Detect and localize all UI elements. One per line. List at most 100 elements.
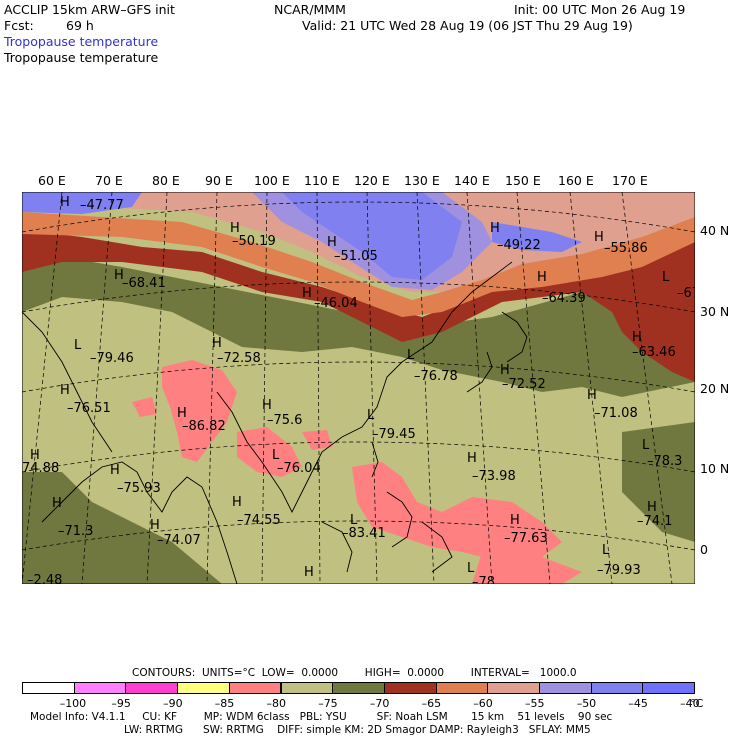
extremum-value: –73.98 bbox=[472, 469, 516, 484]
shade-minus80-patch bbox=[132, 397, 157, 417]
lon-label: 110 E bbox=[304, 173, 340, 188]
low-marker: L bbox=[272, 448, 280, 463]
model-info-line1: Model Info: V4.1.1 CU: KF MP: WDM 6class… bbox=[30, 711, 613, 723]
colorbar-label: –90 bbox=[163, 697, 183, 710]
high-marker: H bbox=[232, 495, 242, 510]
extremum-value: –55.86 bbox=[604, 241, 648, 256]
colorbar-swatch bbox=[435, 682, 489, 694]
extremum-value: –68.41 bbox=[122, 276, 166, 291]
high-marker: H bbox=[150, 518, 160, 533]
contours-info: CONTOURS: UNITS=°C LOW= 0.0000 HIGH= 0.0… bbox=[132, 667, 577, 679]
valid-time: Valid: 21 UTC Wed 28 Aug 19 (06 JST Thu … bbox=[302, 18, 633, 33]
model-title: ACCLIP 15km ARW–GFS init bbox=[4, 2, 175, 17]
forecast-value: 69 h bbox=[66, 18, 94, 33]
low-marker: L bbox=[662, 270, 670, 285]
high-marker: H bbox=[500, 363, 510, 378]
lon-label: 140 E bbox=[454, 173, 490, 188]
colorbar-swatch bbox=[539, 682, 592, 694]
high-marker: H bbox=[647, 500, 657, 515]
shade-minus80-patch bbox=[302, 430, 332, 450]
extremum-value: –75.93 bbox=[117, 481, 161, 496]
shade-minus70-patch bbox=[22, 472, 222, 584]
high-marker: H bbox=[60, 195, 70, 210]
forecast-label: Fcst: bbox=[4, 18, 34, 33]
colorbar-swatch bbox=[383, 682, 437, 694]
high-marker: H bbox=[467, 451, 477, 466]
extremum-value: –79.45 bbox=[372, 427, 416, 442]
shade-minus70-band bbox=[22, 250, 695, 397]
high-marker: H bbox=[632, 330, 642, 345]
lat-lon-grid bbox=[22, 192, 695, 584]
lon-label: 80 E bbox=[152, 173, 180, 188]
coastlines bbox=[22, 261, 528, 584]
extremum-value: –79.46 bbox=[90, 351, 134, 366]
shade-minus80-patch bbox=[237, 427, 302, 477]
colorbar-swatch bbox=[487, 682, 540, 694]
extremum-value: –83.41 bbox=[342, 526, 386, 541]
low-marker: L bbox=[74, 338, 82, 353]
colorbar-label: –45 bbox=[628, 697, 648, 710]
extremum-value: –76.51 bbox=[67, 401, 111, 416]
high-marker: H bbox=[30, 448, 40, 463]
high-marker: H bbox=[177, 406, 187, 421]
low-marker: L bbox=[407, 348, 415, 363]
field-title-primary: Tropopause temperature bbox=[4, 34, 159, 49]
lon-label: 150 E bbox=[505, 173, 541, 188]
colorbar-label: °C bbox=[690, 697, 704, 710]
colorbar-label: –80 bbox=[266, 697, 287, 710]
high-marker: H bbox=[60, 383, 70, 398]
colorbar-label: –50 bbox=[576, 697, 597, 710]
lat-label: 30 N bbox=[700, 304, 730, 319]
high-marker: H bbox=[302, 286, 312, 301]
shade-minus65-band bbox=[22, 230, 695, 382]
colorbar-label: –60 bbox=[473, 697, 493, 710]
shade-minus45-band bbox=[22, 192, 142, 214]
shade-minus70-patch bbox=[622, 422, 695, 542]
high-marker: H bbox=[114, 268, 124, 283]
colorbar-label: –75 bbox=[318, 697, 338, 710]
high-marker: H bbox=[262, 398, 272, 413]
extremum-value: –79.93 bbox=[597, 563, 641, 578]
colorbar-label: –85 bbox=[214, 697, 235, 710]
colorbar-swatch bbox=[332, 682, 385, 694]
high-marker: H bbox=[52, 496, 62, 511]
extremum-value: –86.82 bbox=[182, 419, 226, 434]
colorbar-swatch bbox=[73, 682, 127, 694]
high-marker: H bbox=[510, 513, 520, 528]
extremum-value: –2.48 bbox=[27, 573, 62, 584]
extremum-value: –72.58 bbox=[217, 351, 261, 366]
lon-label: 60 E bbox=[38, 173, 66, 188]
low-marker: L bbox=[367, 408, 375, 423]
shade-minus80-patch bbox=[472, 552, 582, 584]
high-marker: H bbox=[537, 270, 547, 285]
lat-label: 0 bbox=[700, 542, 708, 557]
extremum-value: –74.07 bbox=[157, 533, 201, 548]
colorbar-label: –95 bbox=[111, 697, 131, 710]
shade-minus80-patch bbox=[162, 360, 237, 462]
high-marker: H bbox=[594, 230, 604, 245]
colorbar-swatch bbox=[22, 682, 75, 694]
high-marker: H bbox=[212, 336, 222, 351]
lon-label: 160 E bbox=[558, 173, 594, 188]
colorbar-label: –55 bbox=[525, 697, 545, 710]
high-marker: H bbox=[327, 235, 337, 250]
extremum-value: 74.88 bbox=[22, 461, 59, 476]
init-time: Init: 00 UTC Mon 26 Aug 19 bbox=[514, 2, 686, 17]
lon-label: 170 E bbox=[612, 173, 648, 188]
colorbar-swatch bbox=[590, 682, 644, 694]
tropopause-temperature-map: H –47.77H–50.19 H–51.05H–49.22H–55.86H–68.… bbox=[22, 192, 695, 584]
extremum-value: –47.77 bbox=[80, 198, 124, 213]
colorbar-swatch bbox=[125, 682, 179, 694]
extremum-value: –72.52 bbox=[502, 377, 546, 392]
colorbar-label: –40 bbox=[680, 697, 700, 710]
lon-label: 120 E bbox=[354, 173, 390, 188]
extremum-value: –49.22 bbox=[497, 238, 541, 253]
high-marker: H bbox=[110, 463, 120, 478]
lat-label: 10 N bbox=[700, 461, 730, 476]
high-marker: H bbox=[304, 565, 314, 580]
lon-label: 90 E bbox=[205, 173, 233, 188]
extremum-value: –71.3 bbox=[58, 524, 93, 539]
high-marker: H bbox=[587, 388, 597, 403]
shade-minus45-band bbox=[492, 222, 582, 252]
extremum-value: –51.05 bbox=[334, 249, 378, 264]
